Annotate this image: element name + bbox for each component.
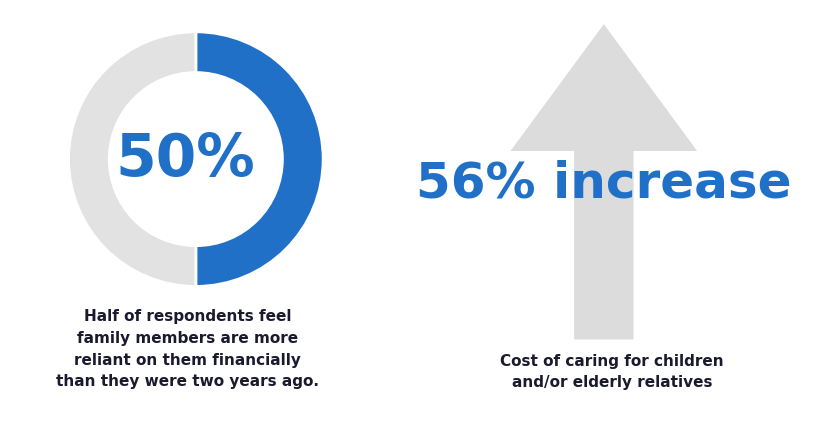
Text: 50%: 50% <box>116 131 255 187</box>
Wedge shape <box>196 32 323 286</box>
Text: 56% increase: 56% increase <box>416 160 792 208</box>
Polygon shape <box>511 24 697 339</box>
Text: Cost of caring for children
and/or elderly relatives: Cost of caring for children and/or elder… <box>500 354 724 390</box>
Wedge shape <box>69 32 196 286</box>
Text: Half of respondents feel
family members are more
reliant on them financially
tha: Half of respondents feel family members … <box>56 309 319 389</box>
